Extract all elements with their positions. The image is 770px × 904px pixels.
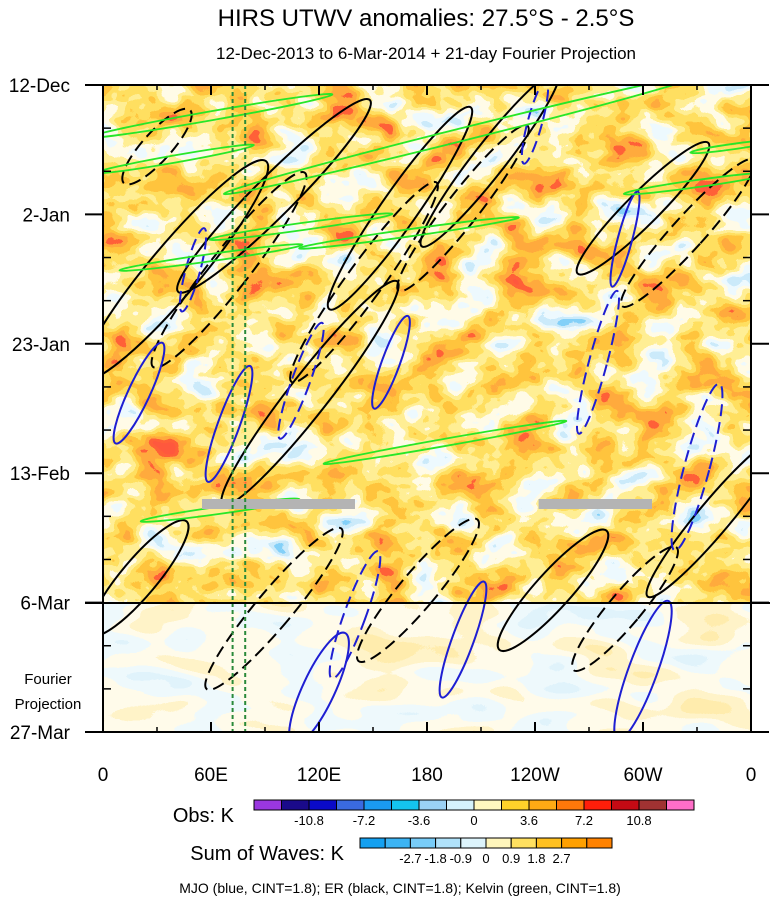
kelvin-contour-1 bbox=[103, 93, 334, 139]
waves-colorbar-swatch-1 bbox=[384, 837, 411, 849]
obs-colorbar-swatch-11 bbox=[556, 799, 585, 811]
waves-colorbar-tick-1: -1.8 bbox=[424, 851, 446, 866]
obs-colorbar-tick-3: 0 bbox=[470, 813, 477, 828]
kelvin-contour-3 bbox=[298, 216, 520, 250]
obs-colorbar-swatch-1 bbox=[281, 799, 310, 811]
projection-label-line1: Fourier bbox=[24, 671, 72, 688]
obs-colorbar-swatch-12 bbox=[583, 799, 612, 811]
obs-colorbar-tick-4: 3.6 bbox=[520, 813, 538, 828]
er-contour-14 bbox=[204, 526, 344, 691]
mjo-contour-1 bbox=[204, 364, 254, 483]
obs-colorbar-swatch-3 bbox=[336, 799, 365, 811]
y-tick-label-0: 12-Dec bbox=[9, 76, 70, 97]
waves-colorbar-swatch-4 bbox=[460, 837, 487, 849]
kelvin-contour-2 bbox=[103, 143, 255, 175]
observed-field bbox=[103, 85, 751, 603]
obs-colorbar-swatch-6 bbox=[418, 799, 447, 811]
er-contour-3 bbox=[326, 105, 474, 311]
mjo-contour-2 bbox=[371, 314, 411, 410]
obs-colorbar-swatch-10 bbox=[528, 799, 557, 811]
obs-colorbar-swatch-5 bbox=[391, 799, 420, 811]
obs-colorbar-tick-5: 7.2 bbox=[575, 813, 593, 828]
obs-colorbar-swatch-15 bbox=[666, 799, 695, 811]
waves-colorbar: -2.7 -1.8 -0.9 0 0.9 1.8 2.7 bbox=[359, 837, 613, 866]
mjo-contour-12 bbox=[520, 85, 550, 165]
kelvin-contour-4 bbox=[118, 243, 304, 272]
er-contour-8 bbox=[103, 519, 190, 637]
projection-field bbox=[103, 603, 751, 732]
waves-colorbar-tick-2: -0.9 bbox=[450, 851, 472, 866]
waves-colorbar-tick-3: 0 bbox=[482, 851, 489, 866]
axes: 0 60E 120E 180 120W 60W 0 12-Dec 2-Jan 23-Jan 13-F… bbox=[9, 76, 770, 786]
waves-colorbar-swatch-6 bbox=[510, 837, 537, 849]
mjo-contour-5 bbox=[613, 599, 673, 732]
x-tick-label-0: 0 bbox=[98, 765, 109, 786]
er-contour-13 bbox=[356, 517, 480, 664]
kelvin-contour-0 bbox=[222, 85, 704, 196]
contour-legend: MJO (blue, CINT=1.8); ER (black, CINT=1.… bbox=[179, 880, 621, 896]
projection-label-line2: Projection bbox=[15, 696, 82, 713]
mjo-contour-6 bbox=[438, 580, 488, 699]
kelvin-contour-6 bbox=[322, 419, 568, 465]
er-contour-12 bbox=[619, 157, 751, 308]
obs-colorbar-swatch-0 bbox=[253, 799, 282, 811]
waves-colorbar-tick-5: 1.8 bbox=[527, 851, 545, 866]
obs-colorbar-tick-6: 10.8 bbox=[626, 813, 651, 828]
y-tick-label-5: 27-Mar bbox=[10, 723, 71, 744]
obs-colorbar-swatch-8 bbox=[473, 799, 502, 811]
obs-colorbar-swatch-2 bbox=[308, 799, 337, 811]
obs-colorbar-swatch-14 bbox=[638, 799, 667, 811]
mjo-contour-10 bbox=[670, 382, 724, 552]
mjo-contour-3 bbox=[609, 190, 641, 288]
waves-colorbar-tick-4: 0.9 bbox=[502, 851, 520, 866]
obs-colorbar: -10.8 -7.2 -3.6 0 3.6 7.2 10.8 bbox=[253, 799, 695, 828]
obs-colorbar-tick-2: -3.6 bbox=[408, 813, 430, 828]
kelvin-contour-8 bbox=[622, 171, 751, 196]
waves-colorbar-tick-6: 2.7 bbox=[553, 851, 571, 866]
waves-colorbar-swatch-7 bbox=[535, 837, 563, 849]
y-tick-label-1: 2-Jan bbox=[22, 205, 70, 226]
x-tick-label-1: 60E bbox=[194, 765, 228, 786]
waves-colorbar-swatch-5 bbox=[485, 837, 512, 849]
chart-subtitle: 12-Dec-2013 to 6-Mar-2014 + 21-day Fouri… bbox=[216, 44, 636, 63]
markers bbox=[202, 85, 652, 732]
obs-colorbar-swatch-9 bbox=[501, 799, 530, 811]
er-contour-6 bbox=[645, 434, 751, 599]
obs-colorbar-swatch-13 bbox=[611, 799, 640, 811]
mjo-contour-4 bbox=[288, 631, 350, 732]
mjo-contour-7 bbox=[178, 227, 208, 313]
waves-colorbar-label: Sum of Waves: K bbox=[190, 843, 344, 865]
kelvin-contour-5 bbox=[208, 212, 394, 241]
er-contour-0 bbox=[103, 159, 270, 381]
x-tick-label-2: 120E bbox=[297, 765, 341, 786]
mjo-contour-0 bbox=[112, 341, 166, 445]
obs-colorbar-tick-1: -7.2 bbox=[353, 813, 375, 828]
chart-title: HIRS UTWV anomalies: 27.5°S - 2.5°S bbox=[218, 5, 635, 32]
waves-colorbar-swatch-2 bbox=[409, 837, 437, 849]
mjo-contour-11 bbox=[328, 550, 382, 680]
x-tick-label-5: 60W bbox=[623, 765, 662, 786]
er-contour-4 bbox=[419, 85, 561, 248]
mjo-contour-8 bbox=[277, 321, 325, 440]
waves-colorbar-swatch-3 bbox=[435, 837, 462, 849]
obs-colorbar-swatch-4 bbox=[363, 799, 392, 811]
kelvin-contour-9 bbox=[689, 139, 751, 155]
y-tick-label-2: 23-Jan bbox=[12, 335, 70, 356]
obs-colorbar-tick-0: -10.8 bbox=[294, 813, 324, 828]
x-tick-label-6: 0 bbox=[746, 765, 757, 786]
waves-colorbar-swatch-0 bbox=[359, 837, 386, 849]
y-tick-label-4: 6-Mar bbox=[20, 594, 70, 615]
plot-area bbox=[103, 85, 751, 732]
waves-colorbar-tick-0: -2.7 bbox=[399, 851, 421, 866]
y-tick-label-3: 13-Feb bbox=[10, 464, 70, 485]
waves-colorbar-swatch-8 bbox=[561, 837, 588, 849]
obs-colorbar-label: Obs: K bbox=[173, 805, 235, 827]
obs-colorbar-swatch-7 bbox=[446, 799, 475, 811]
x-tick-label-3: 180 bbox=[411, 765, 443, 786]
x-tick-label-4: 120W bbox=[510, 765, 560, 786]
waves-colorbar-swatch-9 bbox=[586, 837, 613, 849]
er-contour-16 bbox=[571, 545, 679, 673]
er-contour-10 bbox=[289, 180, 439, 384]
